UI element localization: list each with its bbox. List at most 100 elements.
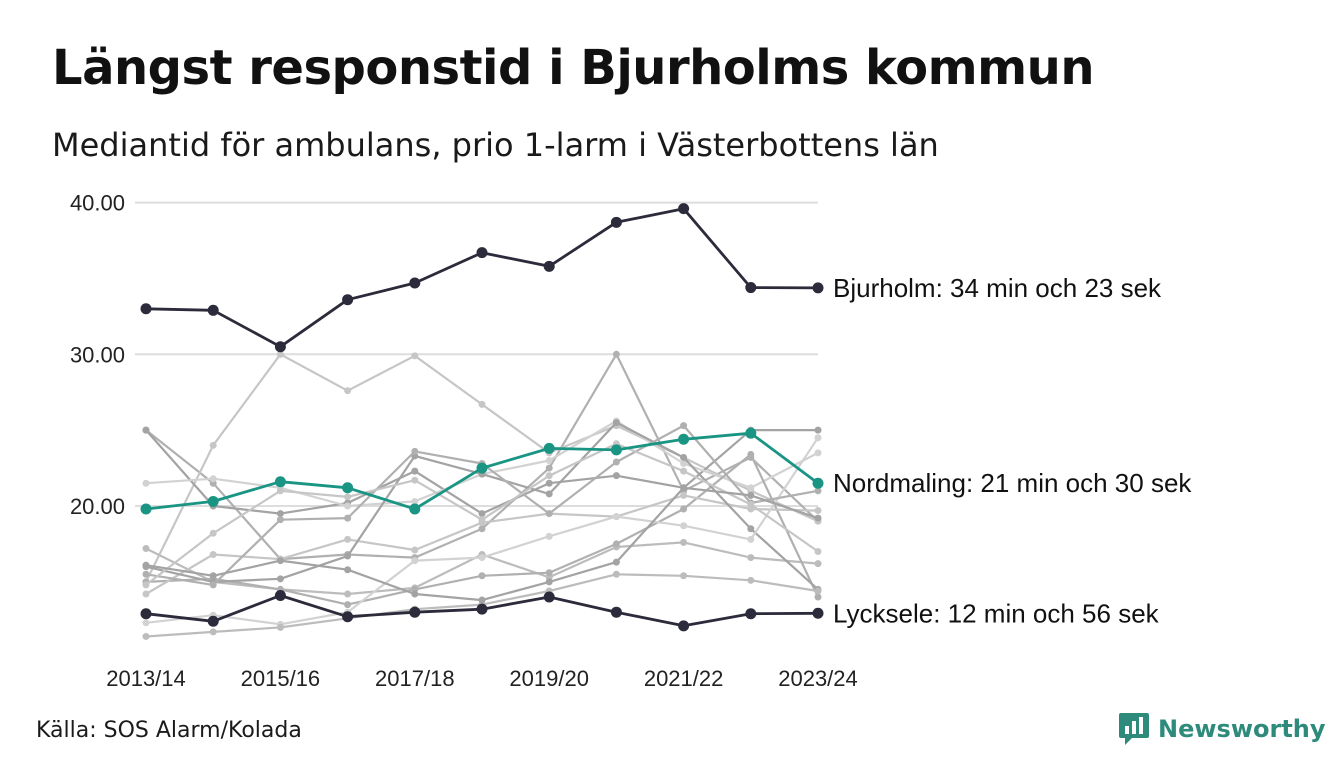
background-series-point (545, 490, 553, 498)
background-series-point (209, 475, 217, 483)
background-series-point (478, 554, 486, 562)
series-lycksele-point (543, 591, 555, 603)
series-lycksele-point (409, 606, 421, 618)
background-series-point (747, 484, 755, 492)
background-series-point (276, 557, 284, 565)
background-series-point (344, 601, 352, 609)
background-series-point (478, 525, 486, 533)
background-series-point (344, 387, 352, 395)
series-nordmaling-point (409, 503, 421, 515)
background-series-point (344, 566, 352, 574)
y-tick-label: 30.00 (70, 342, 125, 367)
series-bjurholm-point (812, 282, 824, 294)
background-series-point (545, 456, 553, 464)
background-series-point (814, 426, 822, 434)
background-series-point (276, 516, 284, 524)
background-series-point (276, 575, 284, 583)
background-series-point (411, 557, 419, 565)
background-series-point (344, 502, 352, 510)
x-tick-label: 2013/14 (106, 666, 186, 691)
series-lycksele-point (274, 590, 286, 602)
background-series-point (276, 510, 284, 518)
series-lycksele-point (745, 608, 757, 620)
series-lycksele-point (610, 606, 622, 618)
background-series-point (545, 479, 553, 487)
background-series-point (209, 628, 217, 636)
background-series-point (344, 590, 352, 598)
x-tick-label: 2019/20 (509, 666, 589, 691)
background-series-point (142, 479, 150, 487)
background-series-point (142, 590, 150, 598)
y-axis: 20.00 30.00 40.00 (70, 191, 125, 519)
series-nordmaling-point (207, 495, 219, 507)
background-series-point (142, 570, 150, 578)
background-series-point (545, 464, 553, 472)
background-series-point (545, 569, 553, 577)
background-series-point (680, 491, 688, 499)
background-series (142, 350, 822, 640)
background-series-point (814, 587, 822, 595)
series-nordmaling-point (745, 427, 757, 439)
background-series-point (814, 487, 822, 495)
chart-subtitle: Mediantid för ambulans, prio 1-larm i Vä… (52, 126, 939, 164)
series-nordmaling-point (140, 503, 152, 515)
series-bjurholm-point (409, 277, 421, 289)
background-series-point (411, 476, 419, 484)
background-series-point (478, 510, 486, 518)
background-series-point (680, 460, 688, 468)
background-series-point (814, 560, 822, 568)
background-series-point (747, 554, 755, 562)
background-series-point (814, 449, 822, 457)
background-series-point (209, 529, 217, 537)
series-nordmaling-point (543, 442, 555, 454)
y-tick-label: 40.00 (70, 191, 125, 216)
background-series-point (209, 572, 217, 580)
background-series-point (142, 632, 150, 640)
series-bjurholm-point (207, 304, 219, 316)
source-note: Källa: SOS Alarm/Kolada (36, 718, 302, 743)
background-series-point (612, 472, 620, 480)
background-series-point (747, 525, 755, 533)
series-bjurholm-point (745, 282, 757, 294)
background-series-point (545, 532, 553, 540)
series-nordmaling-point (476, 462, 488, 474)
end-label-bjurholm: Bjurholm: 34 min och 23 sek (833, 273, 1162, 303)
x-tick-label: 2017/18 (375, 666, 455, 691)
background-series-point (814, 548, 822, 556)
background-series-point (747, 450, 755, 458)
end-labels: Bjurholm: 34 min och 23 sek Nordmaling: 2… (833, 273, 1192, 628)
background-series-point (411, 352, 419, 360)
series-nordmaling-point (610, 444, 622, 456)
background-series-point (478, 516, 486, 524)
grid-lines (135, 201, 818, 507)
background-series-point (344, 535, 352, 543)
background-series-point (680, 453, 688, 461)
background-series-point (209, 441, 217, 449)
background-series-point (142, 426, 150, 434)
x-tick-label: 2015/16 (241, 666, 321, 691)
background-series-point (612, 513, 620, 521)
series-nordmaling-point (678, 433, 690, 445)
background-series-point (680, 538, 688, 546)
series-bjurholm-point (476, 247, 488, 259)
background-series-point (680, 572, 688, 580)
series-bjurholm-point (274, 341, 286, 353)
background-series-point (747, 576, 755, 584)
series-bjurholm-point (678, 203, 690, 215)
background-series-point (680, 422, 688, 430)
series-nordmaling-point (274, 476, 286, 488)
series-lycksele-point (678, 620, 690, 632)
background-series-point (612, 419, 620, 427)
background-series-point (344, 514, 352, 522)
background-series-point (344, 493, 352, 501)
brand-name: Newsworthy (1158, 715, 1326, 743)
series-lycksele-point (207, 615, 219, 627)
background-series-point (747, 535, 755, 543)
series-lycksele-point (812, 607, 824, 619)
y-tick-label: 20.00 (70, 494, 125, 519)
series-lycksele-point (140, 608, 152, 620)
series-bjurholm-point (140, 303, 152, 315)
background-series-point (478, 596, 486, 604)
background-series-point (680, 484, 688, 492)
